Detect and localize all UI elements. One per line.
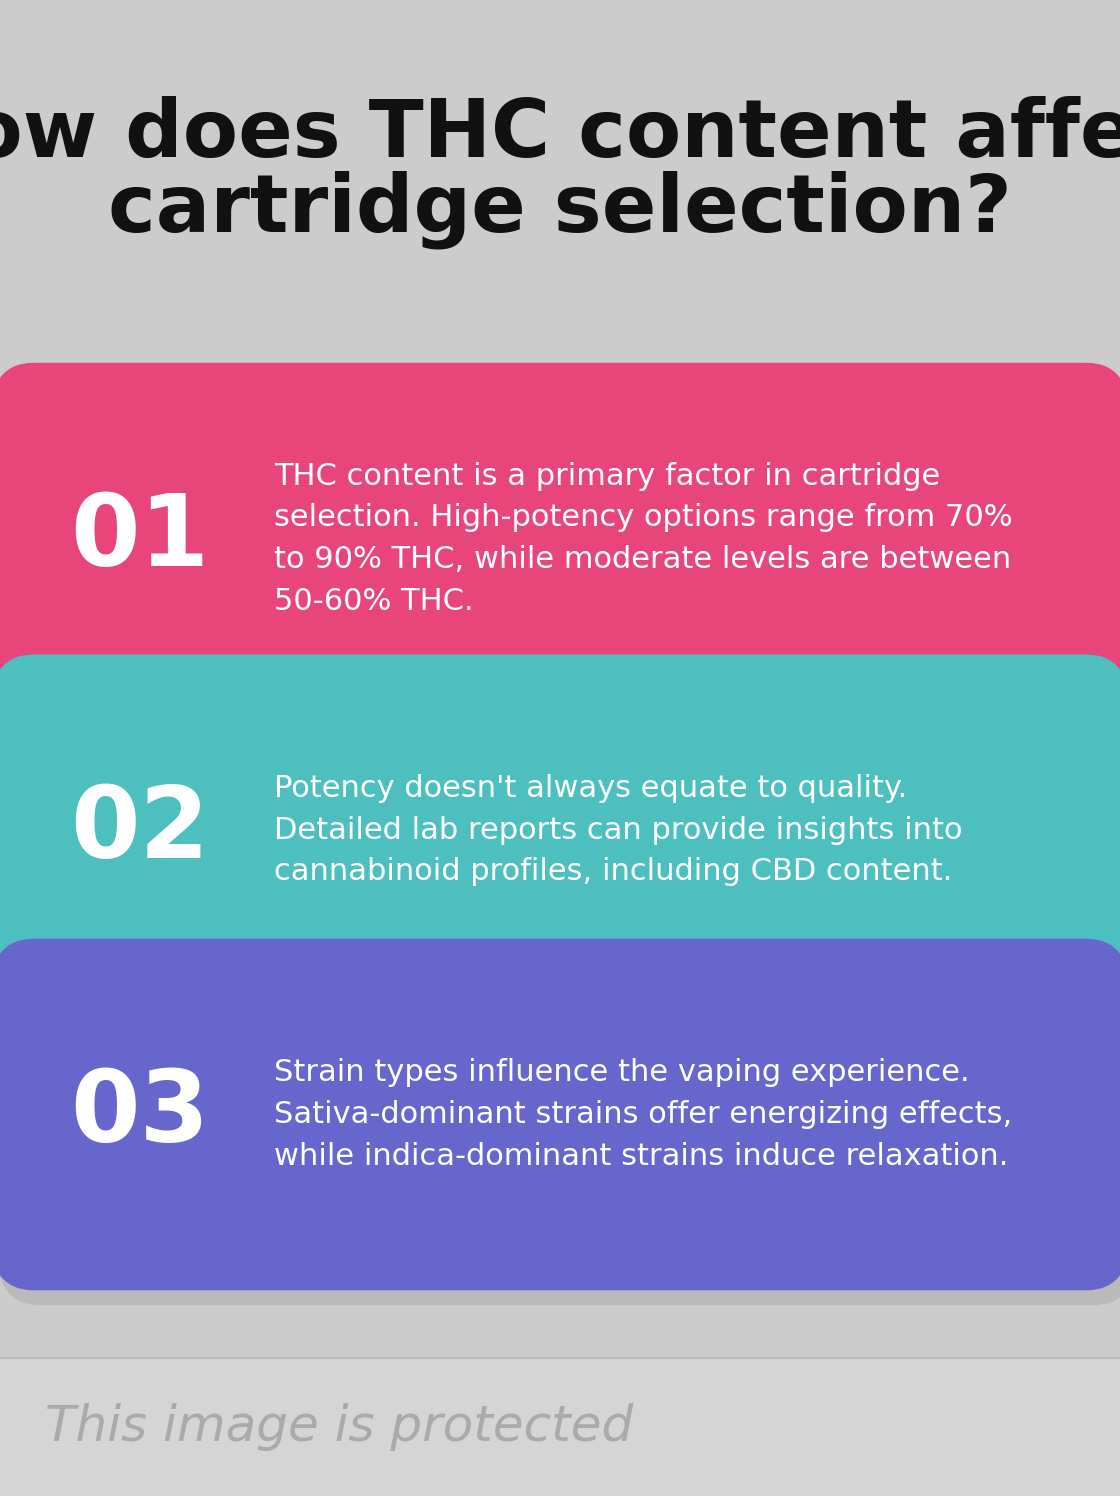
FancyBboxPatch shape [0,939,1120,1290]
FancyBboxPatch shape [0,364,1120,715]
Text: Strain types influence the vaping experience.
Sativa-dominant strains offer ener: Strain types influence the vaping experi… [274,1058,1012,1171]
Text: Potency doesn't always equate to quality.
Detailed lab reports can provide insig: Potency doesn't always equate to quality… [274,773,963,887]
Text: This image is protected: This image is protected [45,1403,633,1451]
Text: 03: 03 [71,1067,209,1162]
Text: THC content is a primary factor in cartridge
selection. High-potency options ran: THC content is a primary factor in cartr… [274,462,1012,615]
Text: 02: 02 [71,782,209,878]
FancyBboxPatch shape [0,670,1120,1020]
Text: 01: 01 [71,491,209,586]
Text: How does THC content affect: How does THC content affect [0,96,1120,174]
Bar [0,1358,1120,1496]
FancyBboxPatch shape [0,378,1120,730]
FancyBboxPatch shape [0,655,1120,1007]
Text: cartridge selection?: cartridge selection? [108,171,1012,248]
FancyBboxPatch shape [0,954,1120,1305]
